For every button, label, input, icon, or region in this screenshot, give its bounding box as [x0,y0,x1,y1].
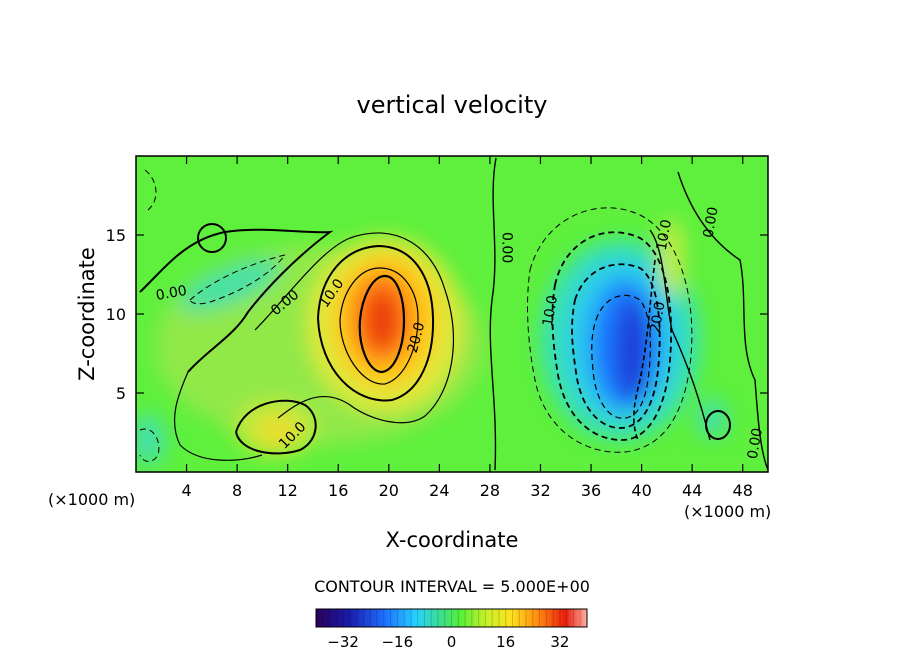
contour-label: 0.00 [745,427,766,460]
contour-25 [358,274,406,374]
contour-label: 0.00 [701,206,722,239]
contour-10 [235,399,317,455]
x-tick-label: 48 [733,481,753,500]
colorbar-tick-label: −32 [327,633,359,651]
colorbar-tick-label: 16 [496,633,515,651]
colorbar-tick-label: 0 [447,633,457,651]
weak-downdraft-right [696,398,728,438]
weak-downdraft-left [178,258,282,312]
colorbar-ticks: −32 −16 0 16 32 [327,633,569,651]
contour-neg-20 [591,294,651,419]
y-tick-label: 10 [106,305,126,324]
contour-zero-vertical-right [677,171,768,471]
contour-label: 20.0 [405,321,429,355]
contour-10 [254,232,454,424]
x-tick-label: 40 [631,481,651,500]
x-tick-label: 24 [429,481,449,500]
contour-neg-10 [551,231,673,441]
contour-small-right [705,410,731,440]
contour-label: 10.0 [654,218,675,251]
x-tick-label: 20 [379,481,399,500]
contour-15 [317,244,435,402]
contour-interval: CONTOUR INTERVAL = 5.000E+00 [314,577,590,596]
x-tick-label: 36 [581,481,601,500]
contour-label: 20.0 [647,300,668,333]
contour-neg-topleft [144,169,157,211]
x-tick-label: 12 [278,481,298,500]
contour-neg-15 [571,263,661,429]
x-tick-label: 32 [530,481,550,500]
x-tick-label: 44 [682,481,702,500]
colorbar-tick-label: 32 [550,633,569,651]
velocity-field: 0.00 0.00 10.020.010.00.0010.010.020.00.00… [136,156,768,472]
colorbar-tick-label: −16 [381,633,413,651]
contour-small-left [197,223,227,253]
x-unit-left: (×1000 m) [48,490,135,509]
y-tick-label: 15 [106,226,126,245]
colorbar-stripes [322,609,581,627]
contour-label: 10.0 [540,294,561,327]
contour-20 [339,267,419,385]
colorbar [315,608,588,628]
y-axis: 5 10 15 [106,226,768,403]
updraft-core [366,290,398,350]
x-axis: 4 8 12 16 20 24 28 32 36 40 44 48 [181,156,753,500]
y-tick-label: 5 [116,384,126,403]
chart-title: vertical velocity [357,91,548,119]
updraft-low-core [260,418,296,446]
x-tick-label: 28 [480,481,500,500]
contour-zero [139,228,334,373]
x-unit-right: (×1000 m) [684,502,771,521]
contour-label: 0.00 [155,283,188,304]
x-tick-label: 8 [232,481,242,500]
contour-zero [173,371,263,461]
contour-label: 0.00 [498,232,514,263]
downdraft-core [616,298,648,402]
y-axis-label: Z-coordinate [75,247,99,381]
contour-neg-left [189,254,287,305]
contour-zero-vertical [489,157,497,471]
x-axis-label: X-coordinate [386,528,519,552]
x-tick-label: 4 [181,481,191,500]
contour-neg-5 [527,207,693,453]
contour-neg-corner [139,428,160,462]
x-tick-label: 16 [328,481,348,500]
